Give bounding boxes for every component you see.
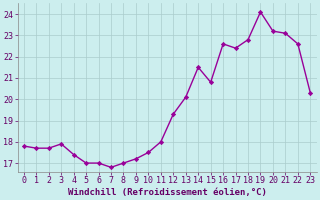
X-axis label: Windchill (Refroidissement éolien,°C): Windchill (Refroidissement éolien,°C): [68, 188, 267, 197]
